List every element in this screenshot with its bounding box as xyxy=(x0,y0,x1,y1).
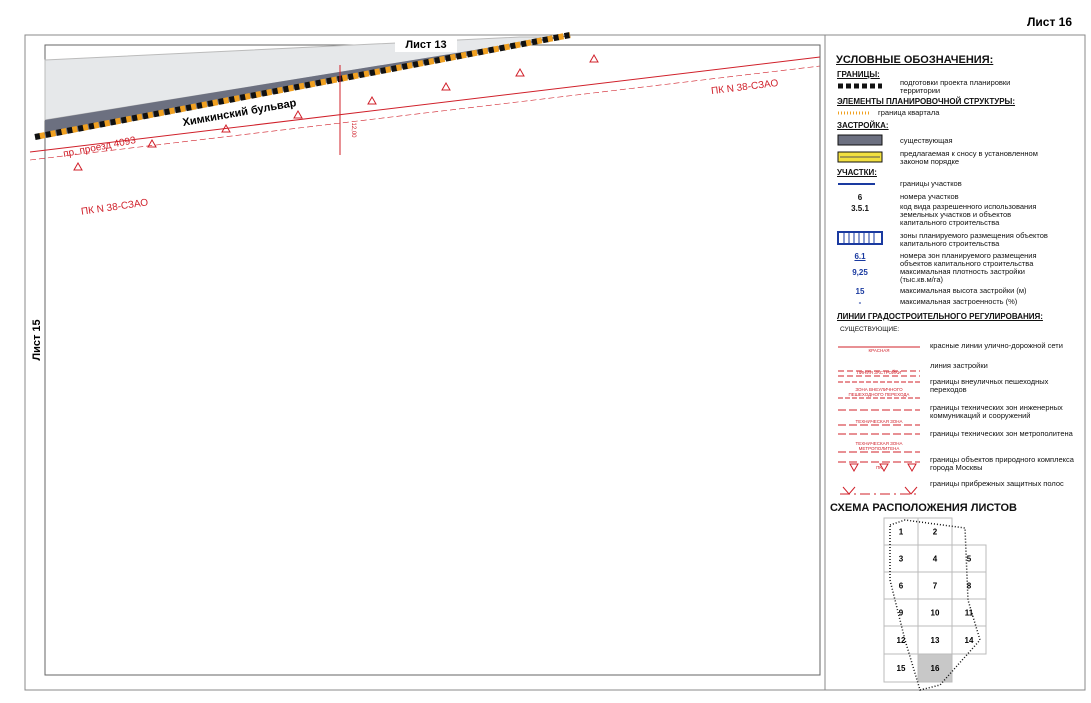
scheme-cell-label: 11 xyxy=(965,609,974,618)
scheme-cell-label: 9 xyxy=(899,609,904,618)
legend-text: предлагаемая к сносу в установленном зак… xyxy=(900,149,1038,166)
legend-text: номера участков xyxy=(900,192,959,201)
scheme-cell xyxy=(883,625,919,655)
scheme-cell-label: 13 xyxy=(931,636,940,645)
project-boundary-orange xyxy=(34,32,571,140)
scheme-cell xyxy=(951,571,987,600)
legend-heading: ЗАСТРОЙКА: xyxy=(837,121,889,130)
legend-heading: ЛИНИИ ГРАДОСТРОИТЕЛЬНОГО РЕГУЛИРОВАНИЯ: xyxy=(837,312,1043,321)
legend-text: максимальная плотность застройки (тыс.кв… xyxy=(900,267,1025,284)
legend-code: 9,25 xyxy=(852,268,868,277)
sym-zone xyxy=(837,231,883,245)
legend-text: красные линии улично-дорожной сети xyxy=(930,341,1063,350)
legend-text: максимальная застроенность (%) xyxy=(900,297,1018,306)
legend-heading: УЧАСТКИ: xyxy=(837,168,877,177)
legend-line-tag: КРАСНАЯ xyxy=(868,348,890,353)
sym-existing xyxy=(837,134,883,146)
legend-text: существующая xyxy=(900,136,953,145)
legend-text: номера зон планируемого размещения объек… xyxy=(900,251,1037,268)
legend-code: 6 xyxy=(857,193,863,202)
project-boundary xyxy=(34,32,571,140)
scheme-cell xyxy=(917,598,953,627)
scheme-cell-label: 14 xyxy=(965,636,974,645)
legend-line-tag: ЛИНИЯ ЗАСТРОЙКИ xyxy=(856,370,902,375)
legend-text: границы внеуличных пешеходных переходов xyxy=(930,377,1049,394)
legend-title: УСЛОВНЫЕ ОБОЗНАЧЕНИЯ: xyxy=(836,54,994,66)
legend-text: границы технических зон инженерных комму… xyxy=(930,403,1063,420)
legend-heading: ЭЛЕМЕНТЫ ПЛАНИРОВОЧНОЙ СТРУКТУРЫ: xyxy=(837,97,1016,106)
legend-line-tag: ТЕХНИЧЕСКАЯ ЗОНА xyxy=(855,419,903,424)
legend-line-tag: ТЕХНИЧЕСКАЯ ЗОНА МЕТРОПОЛИТЕНА xyxy=(855,441,903,451)
legend-text: границы технических зон метрополитена xyxy=(930,429,1073,438)
scheme-cell-label: 4 xyxy=(933,555,938,564)
scheme-cell xyxy=(917,544,953,573)
legend-code: 3.5.1 xyxy=(851,204,869,213)
scheme-cell-label: 6 xyxy=(899,582,904,591)
pk-triangles xyxy=(73,53,599,171)
legend-text: границы прибрежных защитных полос xyxy=(930,479,1064,488)
scheme-cell-label: 16 xyxy=(931,664,940,673)
legend-text: границы участков xyxy=(900,179,962,188)
legend-code: - xyxy=(858,298,862,307)
scheme-cell-label: 10 xyxy=(931,609,940,618)
scheme-cell-label: 7 xyxy=(933,582,938,591)
passage-name: пр. проезд 4093 xyxy=(62,135,137,160)
left-sheet-label: Лист 15 xyxy=(31,319,43,360)
scheme-cell-label: 5 xyxy=(967,555,972,564)
top-sheet-label: Лист 13 xyxy=(405,39,446,51)
scheme-cell-label: 15 xyxy=(897,664,906,673)
scheme-cell-label: 12 xyxy=(897,636,906,645)
legend-text: зоны планируемого размещения объектов ка… xyxy=(900,231,1048,248)
red-line-dashed xyxy=(29,65,821,161)
legend-code: 6.1 xyxy=(854,252,866,261)
scheme-cell xyxy=(951,625,987,655)
scheme-cell-label: 1 xyxy=(899,528,904,537)
scheme-cell-label: 3 xyxy=(899,555,904,564)
pk-label: ПК N 38-СЗАО xyxy=(710,78,779,97)
legend-text: код вида разрешенного использования земе… xyxy=(900,202,1037,227)
legend-text: границы объектов природного комплекса го… xyxy=(930,455,1074,472)
scheme-cell xyxy=(883,544,919,573)
sym-zone-hatch xyxy=(843,233,875,243)
legend-text: подготовки проекта планировки территории xyxy=(900,78,1011,95)
map-frame xyxy=(44,44,821,676)
scheme-title: СХЕМА РАСПОЛОЖЕНИЯ ЛИСТОВ xyxy=(830,502,1017,514)
legend-line-tag: ПК xyxy=(876,465,882,470)
dimension-label: 12,00 xyxy=(350,122,356,138)
legend-text: максимальная высота застройки (м) xyxy=(900,286,1027,295)
scheme-cell-label: 2 xyxy=(933,528,938,537)
scheme-cell-label: 8 xyxy=(967,582,972,591)
scheme-cell xyxy=(883,653,919,683)
legend-text: граница квартала xyxy=(878,108,940,117)
pk-label: ПК N 38-СЗАО xyxy=(80,197,149,217)
legend-heading: ГРАНИЦЫ: xyxy=(837,70,880,79)
red-line xyxy=(29,56,821,153)
legend-code: 15 xyxy=(855,287,865,296)
scheme-outline xyxy=(889,519,981,691)
label-bg xyxy=(395,38,457,52)
scheme-cell xyxy=(917,517,953,546)
legend-text: линия застройки xyxy=(930,361,988,370)
sheet-label: Лист 16 xyxy=(1027,15,1072,29)
sym-lines xyxy=(838,346,920,495)
legend-line-tag: ЗОНА ВНЕУЛИЧНОГО ПЕШЕХОДНОГО ПЕРЕХОДА xyxy=(848,387,910,397)
legend-subheading: СУЩЕСТВУЮЩИЕ: xyxy=(840,326,900,333)
scheme-cell xyxy=(951,544,987,573)
